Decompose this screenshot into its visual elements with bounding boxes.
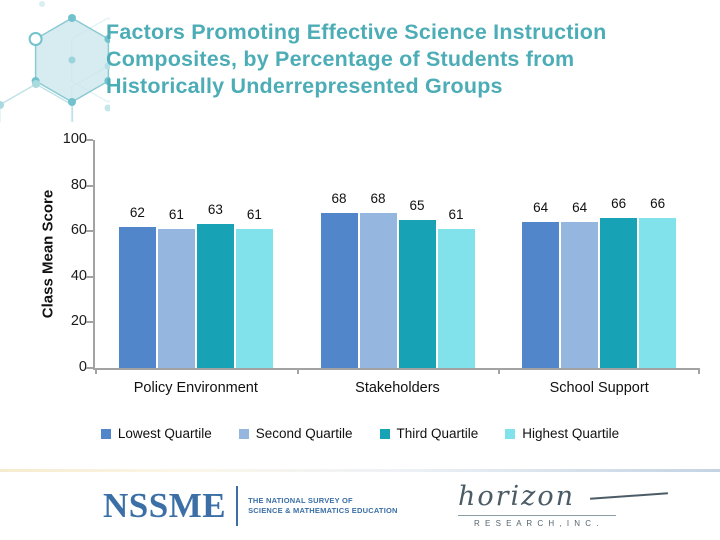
legend-label: Lowest Quartile — [117, 426, 212, 441]
bar — [398, 219, 436, 368]
nssme-logo-acronym: NSSME — [103, 486, 227, 525]
legend-swatch — [379, 428, 390, 439]
y-axis-tick-mark — [86, 275, 93, 278]
bar — [359, 212, 397, 368]
legend-label: Highest Quartile — [522, 426, 620, 441]
bar-value-label: 63 — [207, 202, 223, 218]
slide-title-line-2: Composites, by Percentage of Students fr… — [106, 47, 575, 71]
bar — [320, 212, 358, 368]
legend-swatch — [100, 428, 111, 439]
slide-title: Factors Promoting Effective Science Inst… — [106, 19, 706, 100]
horizon-logo-subtext: R E S E A R C H , I N C . — [458, 515, 616, 528]
bar-value-label: 68 — [331, 190, 347, 206]
molecule-pattern-graphic — [0, 1, 110, 122]
legend-item: Second Quartile — [238, 426, 353, 441]
x-axis-tick-mark — [498, 368, 501, 374]
horizon-logo-script: horizon — [458, 482, 668, 512]
chart-legend: Lowest Quartile Second Quartile Third Quar… — [0, 426, 720, 441]
nssme-tagline-line-2: SCIENCE & MATHEMATICS EDUCATION — [248, 506, 398, 515]
bar — [600, 217, 638, 368]
footer-divider-line — [0, 469, 720, 472]
nssme-logo-divider — [236, 486, 239, 526]
y-axis-tick-mark — [86, 321, 93, 324]
y-axis-tick-label: 60 — [70, 222, 87, 239]
nssme-logo-tagline: THE NATIONAL SURVEY OF SCIENCE & MATHEMA… — [248, 496, 398, 516]
horizon-logo-swash — [590, 492, 668, 500]
y-axis-tick-mark — [86, 184, 93, 187]
slide-title-line-1: Factors Promoting Effective Science Inst… — [106, 20, 607, 44]
bar-value-label: 65 — [409, 197, 425, 213]
x-axis-category-label: Stakeholders — [355, 380, 440, 396]
bar-value-label: 61 — [168, 206, 184, 222]
legend-item: Highest Quartile — [505, 426, 619, 441]
y-axis-tick-label: 0 — [78, 359, 87, 375]
bar — [157, 228, 195, 368]
bar — [118, 226, 156, 368]
bar-value-label: 61 — [246, 206, 262, 222]
legend-label: Third Quartile — [396, 426, 479, 441]
y-axis-tick-label: 40 — [70, 267, 87, 284]
x-axis-tick-mark — [296, 368, 299, 374]
bar — [235, 228, 273, 368]
nssme-tagline-line-1: THE NATIONAL SURVEY OF — [248, 496, 353, 505]
y-axis-tick-label: 20 — [70, 313, 87, 330]
bar-value-label: 66 — [611, 195, 627, 211]
bar — [522, 222, 560, 368]
bar-value-label: 62 — [129, 204, 145, 220]
bar-value-label: 66 — [650, 195, 666, 211]
bar — [196, 224, 234, 368]
bar — [561, 222, 599, 368]
bar-chart-plot-area: 0 20 40 60 80 100 Policy Environment 62 61 63 61 St… — [63, 131, 700, 396]
bar — [437, 228, 475, 368]
bar — [639, 217, 677, 368]
x-axis-tick-mark — [95, 368, 97, 374]
slide-title-line-3: Historically Underrepresented Groups — [106, 74, 503, 98]
legend-label: Second Quartile — [255, 426, 353, 441]
bar-value-label: 68 — [370, 190, 386, 206]
legend-swatch — [505, 428, 516, 439]
y-axis-title: Class Mean Score — [39, 189, 57, 319]
bar-value-label: 64 — [572, 200, 588, 216]
legend-swatch — [238, 428, 249, 439]
y-axis-tick-mark — [86, 367, 93, 369]
x-axis-category-label: Policy Environment — [133, 380, 258, 396]
legend-item: Third Quartile — [379, 426, 479, 441]
bar-value-label: 64 — [533, 200, 549, 216]
x-axis-tick-mark — [698, 368, 700, 374]
y-axis-tick-label: 100 — [62, 131, 87, 147]
legend-item: Lowest Quartile — [100, 426, 212, 441]
horizon-research-logo: horizon R E S E A R C H , I N C . — [458, 482, 668, 528]
horizon-logo-wordmark: horizon — [458, 481, 576, 512]
bar-value-label: 61 — [448, 206, 464, 222]
y-axis-tick-mark — [86, 230, 93, 233]
y-axis-tick-label: 80 — [70, 176, 87, 193]
y-axis-tick-mark — [86, 139, 93, 141]
nssme-logo: NSSME THE NATIONAL SURVEY OF SCIENCE & M… — [103, 486, 398, 526]
x-axis-category-label: School Support — [549, 380, 649, 396]
